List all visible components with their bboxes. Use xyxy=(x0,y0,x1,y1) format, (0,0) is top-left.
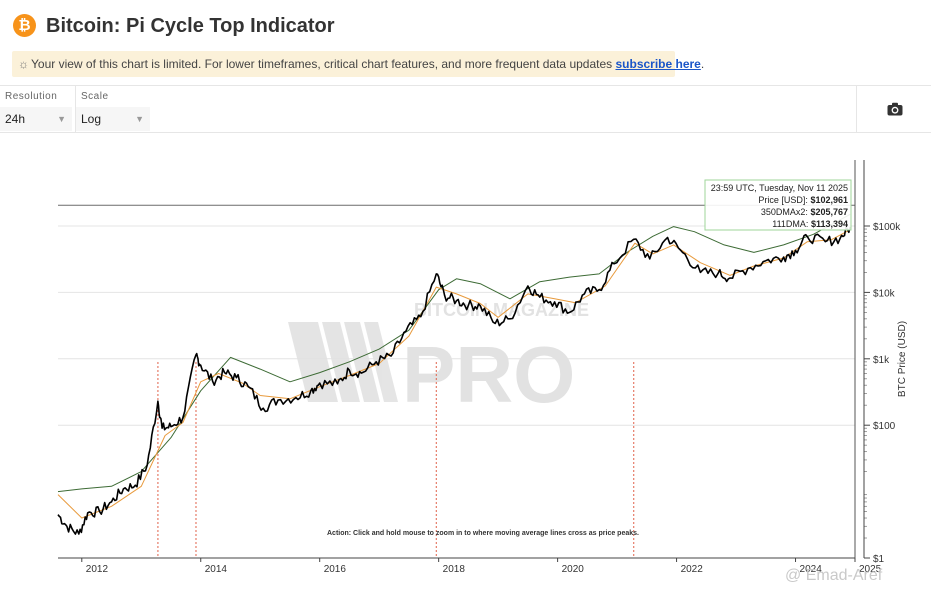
bitcoin-logo-icon: ₿ xyxy=(13,14,36,37)
watermark-large-text: PRO xyxy=(402,330,575,419)
scale-select[interactable]: Log ▼ xyxy=(76,107,150,131)
tooltip-price: Price [USD]: $102,961 xyxy=(758,195,848,205)
watermark: BITCOIN MAGAZINE PRO xyxy=(288,300,589,419)
notice-suffix: . xyxy=(700,57,705,71)
x-tick-label: 2020 xyxy=(562,564,585,575)
watermark-logo-icon xyxy=(288,322,398,402)
dma350x2-line xyxy=(57,213,851,493)
sun-icon: ☼ xyxy=(18,57,29,71)
y-tick-label: $10k xyxy=(873,288,896,299)
y-axis-title: BTC Price (USD) xyxy=(897,321,908,397)
x-tick-label: 2014 xyxy=(205,564,228,575)
screenshot-button[interactable] xyxy=(856,86,931,133)
watermark-small-text: BITCOIN MAGAZINE xyxy=(414,300,589,320)
grid-lines xyxy=(58,225,855,426)
chevron-down-icon: ▼ xyxy=(57,114,66,124)
scale-label: Scale xyxy=(81,91,109,102)
header: ₿ Bitcoin: Pi Cycle Top Indicator xyxy=(0,0,931,48)
series-lines xyxy=(57,213,851,535)
tooltip-111dma-label: 111DMA: xyxy=(772,219,808,229)
tooltip: 23:59 UTC, Tuesday, Nov 11 2025 Price [U… xyxy=(704,179,852,231)
subscribe-link[interactable]: subscribe here xyxy=(615,57,701,71)
chart-controls: Resolution 24h ▼ Scale Log ▼ xyxy=(0,85,931,133)
y-tick-label: $100k xyxy=(873,222,901,233)
tooltip-350dma-label: 350DMAx2: xyxy=(761,207,808,217)
tooltip-350dma-value: $205,767 xyxy=(810,207,848,217)
credit-watermark: @ Emad-Aref xyxy=(785,567,883,584)
x-tick-label: 2018 xyxy=(443,564,466,575)
x-tick-label: 2022 xyxy=(681,564,704,575)
tooltip-350dma: 350DMAx2: $205,767 xyxy=(761,207,848,217)
scale-control: Scale Log ▼ xyxy=(75,86,150,133)
action-note: Action: Click and hold mouse to zoom in … xyxy=(327,530,639,537)
chart-area[interactable]: BITCOIN MAGAZINE PRO $1 $100 $1k $10k $100k B… xyxy=(0,134,931,600)
x-tick-label: 2024 xyxy=(800,564,823,575)
y-tick-label: $1k xyxy=(873,355,890,366)
tooltip-timestamp: 23:59 UTC, Tuesday, Nov 11 2025 xyxy=(711,183,848,193)
axes: $1 $100 $1k $10k $100k BTC Price (USD) 2012 201… xyxy=(58,160,908,575)
camera-icon xyxy=(887,102,903,116)
limited-view-notice: ☼ Your view of this chart is limited. For… xyxy=(12,51,704,77)
resolution-select[interactable]: 24h ▼ xyxy=(0,107,72,131)
scale-value: Log xyxy=(81,112,102,126)
resolution-control: Resolution 24h ▼ xyxy=(0,86,73,133)
tooltip-111dma-value: $113,394 xyxy=(811,219,848,229)
notice-text: Your view of this chart is limited. For … xyxy=(31,57,616,71)
tooltip-price-label: Price [USD]: xyxy=(758,195,808,205)
y-tick-label: $1 xyxy=(873,554,885,565)
tooltip-price-value: $102,961 xyxy=(810,195,848,205)
resolution-label: Resolution xyxy=(5,91,58,102)
price-line xyxy=(57,226,851,535)
chevron-down-icon: ▼ xyxy=(135,114,144,124)
x-tick-label: 2012 xyxy=(86,564,109,575)
x-tick-label: 2025 xyxy=(859,564,882,575)
page-title: Bitcoin: Pi Cycle Top Indicator xyxy=(46,15,335,37)
tooltip-111dma: 111DMA: $113,394 xyxy=(772,219,848,229)
pi-cycle-chart[interactable]: BITCOIN MAGAZINE PRO $1 $100 $1k $10k $100k B… xyxy=(0,134,931,600)
y-tick-label: $100 xyxy=(873,421,896,432)
x-tick-label: 2016 xyxy=(324,564,347,575)
resolution-value: 24h xyxy=(5,112,26,126)
peak-markers xyxy=(157,362,635,558)
